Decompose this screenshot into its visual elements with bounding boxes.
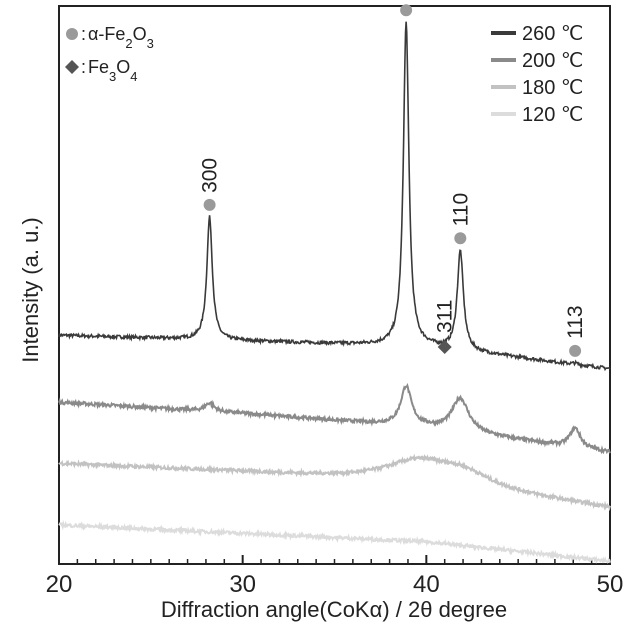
- alpha-fe2o3-marker: [569, 345, 581, 357]
- fe3o4-key-icon: [65, 60, 79, 74]
- series-layer: [59, 22, 610, 563]
- alpha-fe2o3-marker: [454, 232, 466, 244]
- x-axis-title: Diffraction angle(CoKα) / 2θ degree: [161, 597, 507, 622]
- series-line: [59, 22, 610, 370]
- x-tick-label: 30: [229, 571, 256, 598]
- legend-label: 200 ℃: [522, 50, 583, 72]
- legend-label: 260 ℃: [522, 23, 583, 45]
- x-tick-label: 20: [46, 571, 73, 598]
- phase-key-label: α-Fe2O3: [88, 24, 154, 51]
- alpha-fe2o3-key-icon: [66, 28, 78, 40]
- peak-label: 110: [449, 193, 472, 226]
- series-line: [59, 457, 610, 508]
- x-tick-label: 50: [597, 571, 624, 598]
- legend-label: 180 ℃: [522, 77, 583, 99]
- peak-label: 113: [564, 305, 587, 338]
- phase-key: :α-Fe2O3:Fe3O4: [65, 24, 154, 84]
- peak-label: 311: [434, 300, 457, 333]
- phase-key-separator: :: [81, 24, 86, 44]
- x-ticks: [59, 555, 610, 564]
- legend-label: 120 ℃: [522, 104, 583, 126]
- peak-label: 300: [199, 158, 222, 193]
- alpha-fe2o3-marker: [400, 4, 412, 16]
- series-line: [59, 523, 610, 562]
- y-axis-title: Intensity (a. u.): [18, 217, 43, 363]
- x-tick-label: 40: [413, 571, 440, 598]
- series-line: [59, 386, 610, 454]
- x-tick-labels: 20 30 40 50: [46, 571, 624, 598]
- legend: 260 ℃ 200 ℃ 180 ℃ 120 ℃: [491, 23, 583, 126]
- alpha-fe2o3-marker: [204, 199, 216, 211]
- phase-key-label: Fe3O4: [88, 57, 138, 84]
- phase-key-separator: :: [81, 57, 86, 77]
